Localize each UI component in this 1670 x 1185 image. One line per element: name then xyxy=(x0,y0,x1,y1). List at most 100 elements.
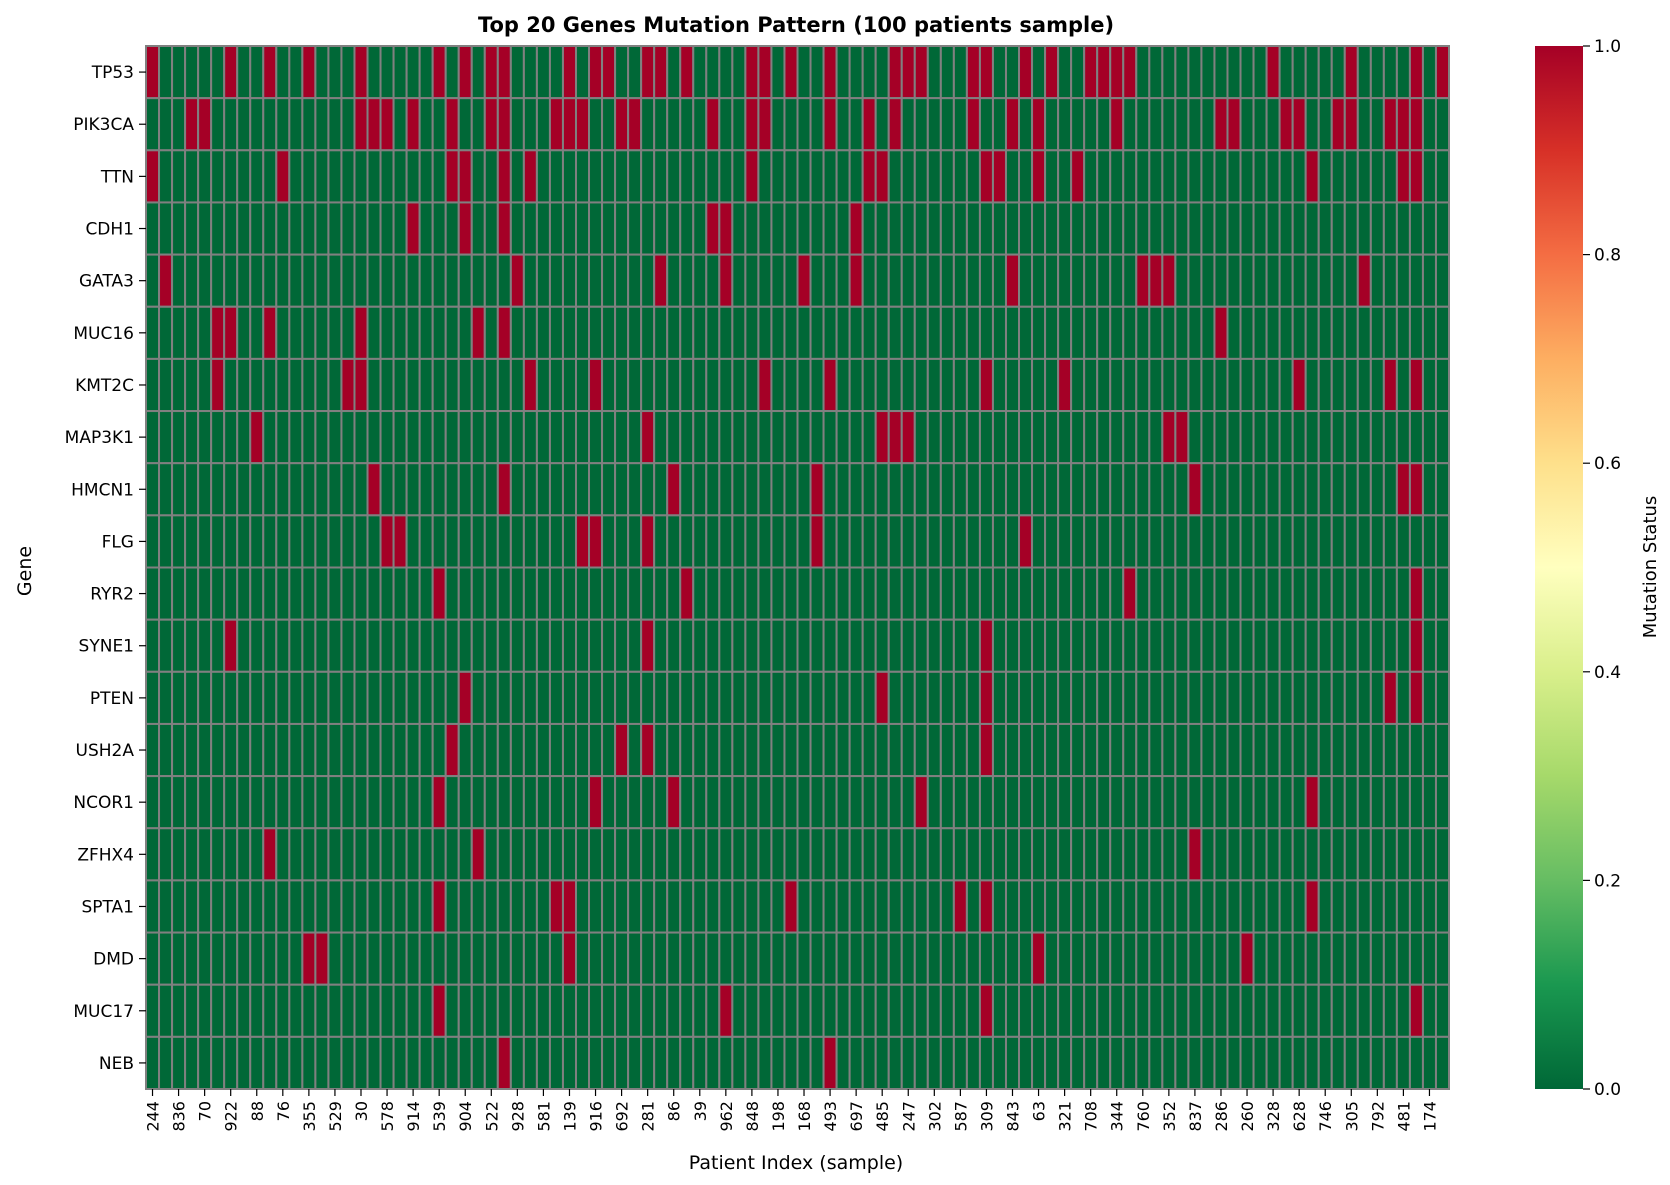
heatmap-cell xyxy=(145,879,161,934)
heatmap-cell xyxy=(1408,514,1424,569)
heatmap-cell xyxy=(913,305,929,360)
heatmap-cell xyxy=(588,253,604,308)
heatmap-cell xyxy=(548,514,564,569)
heatmap-cell xyxy=(314,149,330,204)
heatmap-cell xyxy=(627,775,643,830)
heatmap-cell xyxy=(822,462,838,517)
heatmap-cell xyxy=(223,983,239,1038)
heatmap-cell xyxy=(653,670,669,725)
heatmap-cell xyxy=(1317,670,1333,725)
heatmap-cell xyxy=(418,97,434,152)
heatmap-cell xyxy=(913,983,929,1038)
heatmap-cell-mutated xyxy=(1122,566,1138,621)
heatmap-cell xyxy=(509,670,525,725)
heatmap-cell xyxy=(275,410,291,465)
heatmap-cell xyxy=(405,931,421,986)
heatmap-cell xyxy=(1265,357,1281,413)
heatmap-cell xyxy=(574,201,591,256)
x-axis: 244 836 70 922 88 76 355 529 30 578 914 539 904 522 92… xyxy=(144,1089,1440,1132)
heatmap-cell xyxy=(574,670,591,725)
heatmap-cell xyxy=(223,514,239,569)
heatmap-cell xyxy=(1226,201,1242,256)
heatmap-cell xyxy=(614,931,630,986)
heatmap-cell xyxy=(470,97,486,152)
heatmap-cell xyxy=(1213,983,1229,1038)
heatmap-cell-mutated xyxy=(457,45,473,100)
heatmap-cell xyxy=(1135,618,1151,673)
heatmap-cell xyxy=(653,97,669,152)
heatmap-cell xyxy=(1395,931,1411,986)
heatmap-cell xyxy=(952,201,968,256)
heatmap-cell xyxy=(158,983,174,1038)
heatmap-cell xyxy=(1291,983,1307,1038)
heatmap-cell xyxy=(757,305,773,360)
heatmap-cell xyxy=(835,253,851,308)
heatmap-cell xyxy=(822,670,838,725)
heatmap-cell xyxy=(627,670,643,725)
heatmap-cell xyxy=(679,618,695,673)
heatmap-cell xyxy=(197,357,213,413)
heatmap-cell xyxy=(900,566,916,621)
heatmap-cell xyxy=(848,722,864,778)
heatmap-cell xyxy=(379,931,395,986)
heatmap-cell xyxy=(1395,827,1411,882)
heatmap-cell xyxy=(535,462,551,517)
heatmap-cell xyxy=(366,827,382,882)
heatmap-cell xyxy=(614,357,630,413)
heatmap-cell xyxy=(835,827,851,882)
heatmap-cell xyxy=(379,201,395,256)
heatmap-cell xyxy=(744,827,760,882)
heatmap-cell xyxy=(379,566,395,621)
heatmap-cell xyxy=(835,566,851,621)
heatmap-cell xyxy=(614,879,630,934)
heatmap-cell xyxy=(1135,149,1151,204)
heatmap-cell xyxy=(1239,722,1255,778)
y-tick-label: SPTA1 xyxy=(81,897,134,917)
heatmap-cell xyxy=(1031,305,1047,360)
heatmap-cell xyxy=(666,253,682,308)
heatmap-cell xyxy=(601,253,617,308)
heatmap-cell xyxy=(418,462,434,517)
heatmap-cell-mutated xyxy=(1226,97,1242,152)
heatmap-cell xyxy=(1330,983,1346,1038)
x-tick-label: 962 xyxy=(717,1101,736,1132)
heatmap-cell xyxy=(457,1035,473,1090)
heatmap-cell xyxy=(366,566,382,621)
heatmap-cell xyxy=(483,410,499,465)
heatmap-cell xyxy=(1226,462,1242,517)
heatmap-cell-mutated xyxy=(210,305,226,360)
heatmap-cell xyxy=(666,879,682,934)
heatmap-cell xyxy=(1304,566,1320,621)
heatmap-cell xyxy=(1109,722,1125,778)
heatmap-cell xyxy=(1226,775,1242,830)
heatmap-cell-mutated xyxy=(1109,45,1125,100)
heatmap-cell xyxy=(1057,410,1073,465)
heatmap-cell-mutated xyxy=(1408,357,1424,413)
heatmap-cell xyxy=(223,410,239,465)
heatmap-cell xyxy=(535,618,551,673)
heatmap-cell xyxy=(509,827,525,882)
heatmap-cell xyxy=(483,775,499,830)
heatmap-cell xyxy=(197,670,213,725)
heatmap-cell xyxy=(431,1035,447,1090)
heatmap-cell xyxy=(1278,775,1294,830)
heatmap-cell xyxy=(431,305,447,360)
heatmap-cell xyxy=(1213,827,1229,882)
heatmap-cell xyxy=(627,149,643,204)
heatmap-cell xyxy=(1226,983,1242,1038)
heatmap-cell xyxy=(1278,879,1294,934)
heatmap-cell xyxy=(314,514,330,569)
heatmap-cell xyxy=(1226,618,1242,673)
heatmap-cell xyxy=(171,1035,187,1090)
heatmap-cell xyxy=(718,1035,734,1090)
heatmap-cell xyxy=(1187,410,1203,465)
heatmap-cell xyxy=(887,670,903,725)
heatmap-cell xyxy=(470,931,486,986)
heatmap-cell xyxy=(861,514,877,569)
heatmap-cell xyxy=(679,983,695,1038)
heatmap-cell-mutated xyxy=(627,97,643,152)
heatmap-cell xyxy=(705,618,721,673)
heatmap-cell xyxy=(926,618,942,673)
heatmap-cell xyxy=(1109,827,1125,882)
heatmap-cell xyxy=(926,931,942,986)
